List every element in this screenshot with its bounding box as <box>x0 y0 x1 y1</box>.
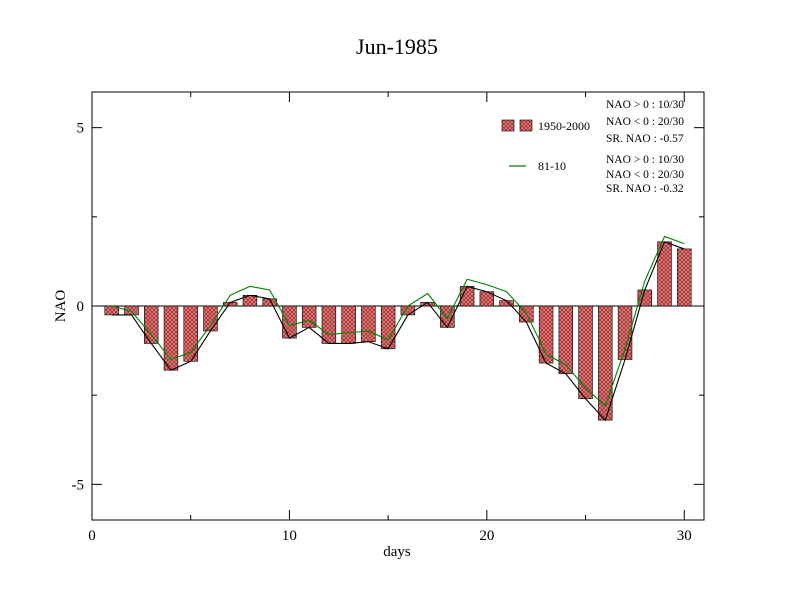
stats-2-line-1: NAO > 0 : 10/30 <box>606 154 684 166</box>
axis-ticks: 0 10 20 30 -5 0 5 <box>72 92 704 544</box>
bar-day-26 <box>598 305 613 421</box>
x-tick-label: 0 <box>88 528 96 544</box>
legend-label-1950-2000: 1950-2000 <box>538 119 590 133</box>
bar-day-24 <box>558 305 574 375</box>
bar-day-4 <box>163 305 179 371</box>
bar-day-25 <box>578 305 593 400</box>
green-line-series-81-10 <box>111 235 685 407</box>
x-tick-label: 20 <box>479 528 494 544</box>
bar-day-29 <box>657 241 672 307</box>
bar-day-14 <box>361 305 376 342</box>
y-axis-label: NAO <box>53 290 69 323</box>
line-series <box>111 235 685 422</box>
x-tick-label: 10 <box>282 528 297 544</box>
x-axis-label: days <box>383 544 411 560</box>
bar-day-10 <box>282 305 297 339</box>
stats-1-line-3: SR. NAO : -0.57 <box>606 133 684 145</box>
x-tick-label: 30 <box>677 528 692 544</box>
legend-swatch-bar-1 <box>501 119 515 132</box>
chart-title: Jun-1985 <box>356 34 438 59</box>
y-tick-label: -5 <box>72 477 85 493</box>
y-tick-label: 5 <box>77 121 85 137</box>
black-line-series <box>111 241 685 422</box>
stats-1-line-1: NAO > 0 : 10/30 <box>606 99 684 111</box>
stats-1-line-2: NAO < 0 : 20/30 <box>606 116 684 128</box>
bar-day-13 <box>341 305 356 344</box>
bar-day-12 <box>321 305 337 344</box>
legend-swatch-bar-2 <box>519 119 533 132</box>
stats-2-line-3: SR. NAO : -0.32 <box>606 183 684 195</box>
legend-label-81-10: 81-10 <box>538 159 566 173</box>
stats-2-line-2: NAO < 0 : 20/30 <box>606 169 684 181</box>
bar-day-15 <box>380 305 396 350</box>
bar-day-3 <box>144 305 159 344</box>
y-tick-label: 0 <box>77 299 85 315</box>
bar-day-30 <box>677 248 692 307</box>
legend: 1950-2000 81-10 NAO > 0 : 10/30 NAO < 0 … <box>501 99 684 195</box>
